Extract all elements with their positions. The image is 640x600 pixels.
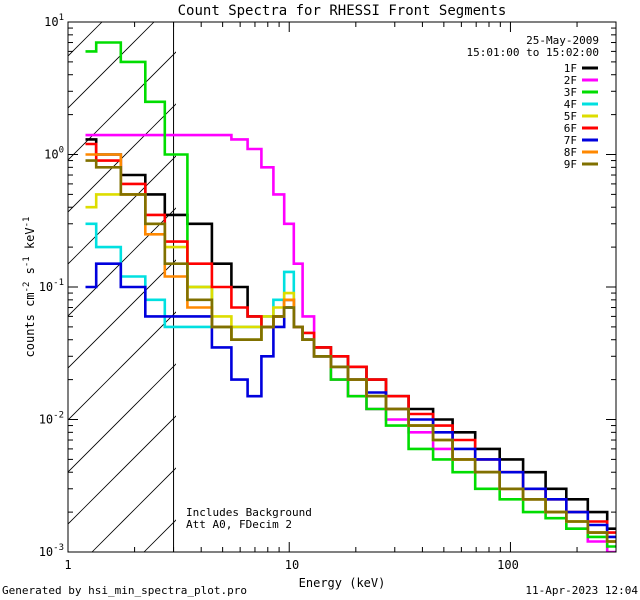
chart-title: Count Spectra for RHESSI Front Segments: [178, 3, 507, 19]
x-axis-label: Energy (keV): [299, 576, 386, 590]
y-tick-label: 100: [44, 146, 64, 162]
x-tick-label-10: 10: [285, 558, 299, 572]
annotation-background: Includes Background: [186, 506, 312, 519]
hatch-line: [68, 363, 176, 473]
y-tick-label: 10-1: [39, 278, 64, 294]
generated-by-label: Generated by hsi_min_spectra_plot.pro: [2, 584, 248, 597]
date-label: 25-May-2009: [526, 34, 599, 47]
hatch-line: [68, 51, 176, 161]
time-range-label: 15:01:00 to 15:02:00: [467, 46, 599, 59]
series-line-9F: [85, 159, 616, 543]
y-tick-label: 10-3: [39, 543, 64, 559]
y-tick-label: 101: [44, 13, 64, 29]
timestamp-label: 11-Apr-2023 12:04: [525, 584, 638, 597]
legend-label-5F: 5F: [564, 110, 577, 123]
legend-label-8F: 8F: [564, 146, 577, 159]
series-line-3F: [85, 41, 616, 548]
series-group: [85, 41, 616, 552]
series-line-1F: [85, 138, 616, 530]
y-tick-label: 10-2: [39, 411, 64, 427]
hatch-line: [68, 103, 176, 213]
y-tick-labels: 10-3 10-2 10-1 100 101: [39, 13, 64, 559]
hatch-line: [68, 415, 176, 525]
hatch-line: [68, 259, 176, 369]
legend-label-3F: 3F: [564, 86, 577, 99]
x-tick-label-100: 100: [497, 558, 519, 572]
hatch-line: [248, 22, 640, 552]
legend-label-6F: 6F: [564, 122, 577, 135]
axis-ticks: [67, 22, 617, 553]
legend-label-7F: 7F: [564, 134, 577, 147]
y-axis-label: counts cm-2​ s-1​ keV-1​: [22, 217, 37, 358]
legend-label-2F: 2F: [564, 74, 577, 87]
legend-label-9F: 9F: [564, 158, 577, 171]
annotation-attenuator: Att A0, FDecim 2: [186, 518, 292, 531]
x-tick-label-1: 1: [64, 558, 71, 572]
legend-label-1F: 1F: [564, 62, 577, 75]
legend-label-4F: 4F: [564, 98, 577, 111]
